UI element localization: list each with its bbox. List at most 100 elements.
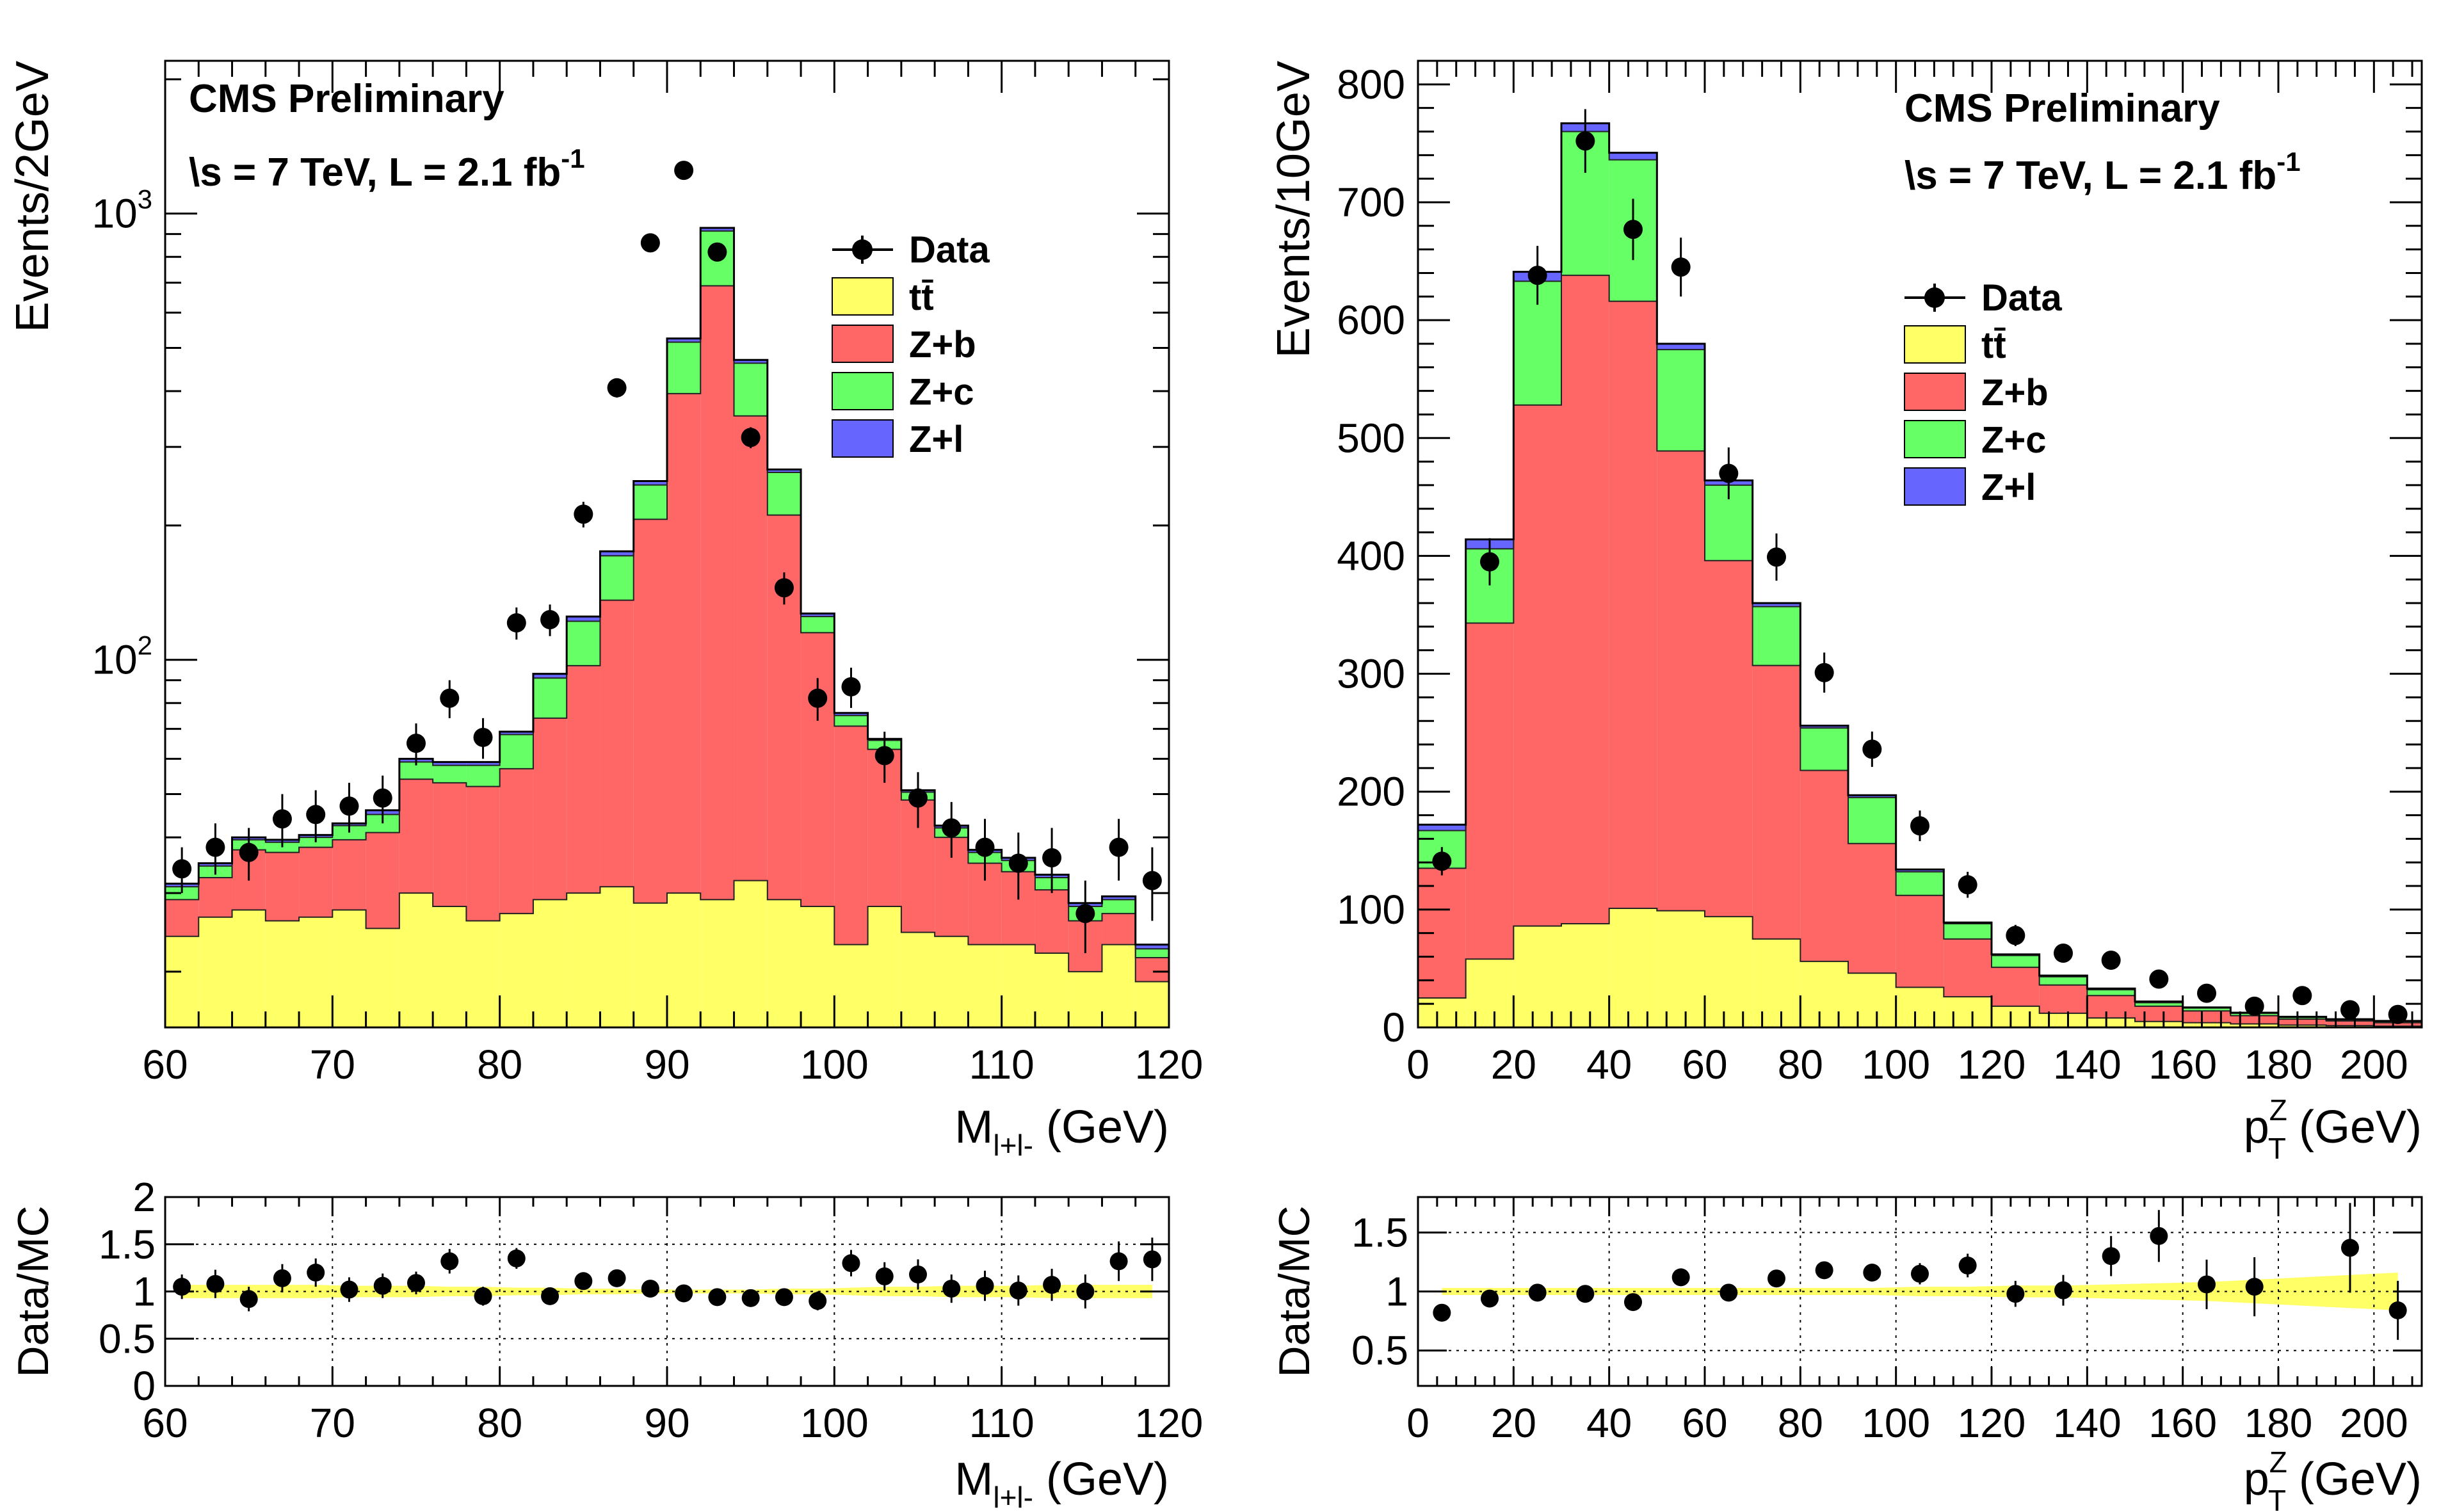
x-axis-title: Ml+l- (GeV) <box>954 1102 1169 1162</box>
ratio-point-5 <box>1671 1268 1690 1287</box>
bar-Zl-bin-4 <box>1609 152 1657 160</box>
ratio-x-tick-label: 60 <box>1682 1400 1727 1446</box>
ratio-point-12 <box>2006 1285 2025 1303</box>
ratio-x-axis-title-sub: l+l- <box>993 1481 1033 1512</box>
ratio-point-15 <box>675 1284 693 1303</box>
bar-Zb-bin-20 <box>2374 1022 2422 1027</box>
bar-Zc-bin-20 <box>834 715 868 727</box>
bar-tt-bin-20 <box>834 944 868 1027</box>
data-point-4 <box>306 805 326 824</box>
bar-Zl-bin-15 <box>667 338 701 342</box>
bar-tt-bin-5 <box>332 910 366 1027</box>
data-point-6 <box>1719 463 1739 483</box>
data-point-14 <box>2101 951 2121 970</box>
bar-Zl-bin-14 <box>633 481 667 485</box>
x-tick-label: 0 <box>1406 1042 1429 1088</box>
x-tick-label: 120 <box>1135 1042 1204 1088</box>
bar-Zb-bin-13 <box>600 600 634 887</box>
bar-Zl-bin-7 <box>1752 603 1801 607</box>
ratio-y-axis-title: Data/MC <box>9 1205 58 1377</box>
bar-tt-bin-10 <box>1896 987 1944 1027</box>
data-point-22 <box>908 788 928 808</box>
ratio-point-2 <box>1528 1283 1547 1302</box>
data-point-16 <box>2197 983 2216 1003</box>
ratio-point-1 <box>1481 1289 1499 1308</box>
data-point-18 <box>774 578 794 598</box>
ratio-point-20 <box>2388 1301 2407 1319</box>
data-point-20 <box>2388 1004 2408 1024</box>
ratio-x-tick-label: 200 <box>2340 1400 2408 1446</box>
y-axis-title: Events/2GeV <box>7 61 58 332</box>
x-tick-label: 100 <box>1862 1042 1930 1088</box>
bar-tt-bin-11 <box>1944 997 1992 1027</box>
bar-tt-bin-8 <box>433 906 467 1027</box>
bar-tt-bin-7 <box>399 893 433 1027</box>
ratio-point-11 <box>1958 1256 1977 1275</box>
y-tick-base: 10 <box>92 191 137 237</box>
bar-tt-bin-18 <box>2278 1025 2326 1027</box>
x-tick-label: 80 <box>477 1042 522 1088</box>
bar-Zl-bin-8 <box>1800 725 1848 728</box>
ratio-x-tick-label: 120 <box>1958 1400 2026 1446</box>
legend-swatch-4 <box>832 419 894 458</box>
bar-tt-bin-3 <box>1561 923 1609 1027</box>
ratio-x-tick-label: 120 <box>1135 1400 1204 1446</box>
bar-tt-bin-24 <box>968 944 1002 1027</box>
bar-tt-bin-13 <box>600 887 634 1027</box>
ratio-point-21 <box>875 1267 894 1285</box>
x-tick-label: 160 <box>2148 1042 2217 1088</box>
data-point-6 <box>373 788 392 808</box>
ratio-x-tick-label: 90 <box>644 1400 689 1446</box>
x-tick-label: 70 <box>310 1042 355 1088</box>
legend-label-3: Z+c <box>1981 419 2047 461</box>
bar-Zc-bin-17 <box>734 363 768 416</box>
data-point-13 <box>2054 943 2073 963</box>
ratio-x-tick-label: 40 <box>1586 1400 1632 1446</box>
legend-data-marker <box>852 239 873 260</box>
data-point-0 <box>1432 851 1452 871</box>
ratio-y-tick-label: 1 <box>1385 1269 1408 1315</box>
x-axis-title-sub: l+l- <box>993 1129 1033 1162</box>
bar-Zc-bin-5 <box>1657 350 1705 451</box>
x-axis-title-unit: (GeV) <box>2286 1102 2422 1153</box>
ratio-point-16 <box>708 1288 727 1307</box>
bar-Zb-bin-14 <box>2087 995 2135 1018</box>
bar-Zc-bin-14 <box>633 485 667 520</box>
bar-Zb-bin-20 <box>834 726 868 945</box>
bar-Zc-bin-8 <box>433 765 467 783</box>
ratio-point-13 <box>2054 1281 2072 1299</box>
ratio-point-11 <box>541 1287 560 1305</box>
ratio-point-18 <box>775 1288 793 1307</box>
bar-Zc-bin-14 <box>2087 990 2135 996</box>
data-point-15 <box>2149 969 2169 989</box>
ratio-point-9 <box>1863 1264 1881 1282</box>
ratio-point-14 <box>2102 1247 2120 1266</box>
bar-Zl-bin-17 <box>734 360 768 364</box>
ratio-x-axis-title: pZ T (GeV) <box>2244 1445 2422 1512</box>
bar-Zb-bin-6 <box>1705 560 1753 917</box>
y-tick-exp: 3 <box>138 184 152 214</box>
ratio-x-axis-title: Ml+l- (GeV) <box>954 1454 1169 1512</box>
y-tick-label: 0 <box>1382 1004 1405 1050</box>
data-point-19 <box>808 688 828 708</box>
ratio-point-10 <box>1911 1264 1929 1283</box>
y-tick-label: 300 <box>1337 651 1405 697</box>
x-axis-title-sub: T <box>2268 1132 2286 1165</box>
ratio-x-tick-label: 140 <box>2053 1400 2122 1446</box>
legend-label-0: Data <box>909 229 990 271</box>
ratio-x-axis-title-unit: (GeV) <box>2286 1454 2422 1505</box>
ratio-point-0 <box>173 1278 191 1296</box>
data-point-11 <box>540 610 560 630</box>
bar-tt-bin-2 <box>1513 926 1561 1027</box>
ratio-point-15 <box>2150 1226 2168 1245</box>
y-tick-label: 102 <box>92 631 152 683</box>
x-tick-label: 100 <box>800 1042 869 1088</box>
bar-Zc-bin-29 <box>1135 949 1169 958</box>
legend-swatch-1 <box>1904 325 1966 364</box>
ratio-x-tick-label: 60 <box>142 1400 188 1446</box>
bar-Zb-bin-11 <box>533 718 567 900</box>
stacked-histogram <box>1418 122 2422 1027</box>
bar-tt-bin-21 <box>867 906 901 1027</box>
ratio-y-tick-label: 1.5 <box>99 1221 156 1267</box>
